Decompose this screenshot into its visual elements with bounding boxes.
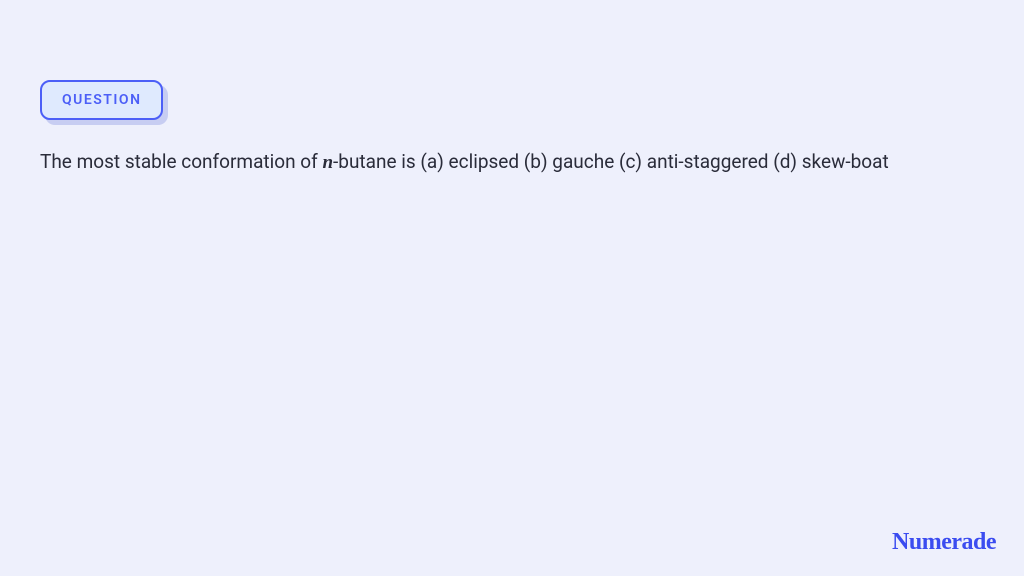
question-variable: n (322, 152, 333, 173)
question-prefix: The most stable conformation of (40, 150, 322, 173)
badge-label: QUESTION (62, 92, 141, 108)
brand-logo: Numerade (892, 529, 996, 556)
question-badge: QUESTION (40, 80, 163, 120)
question-text: The most stable conformation of n-butane… (40, 148, 984, 178)
question-suffix: -butane is (a) eclipsed (b) gauche (c) a… (333, 150, 889, 173)
question-card: QUESTION The most stable conformation of… (0, 0, 1024, 576)
badge-container: QUESTION (40, 80, 163, 120)
